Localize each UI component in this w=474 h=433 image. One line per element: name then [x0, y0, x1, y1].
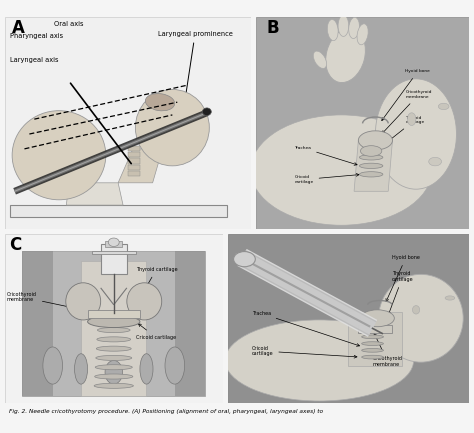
Ellipse shape [165, 347, 185, 384]
Ellipse shape [379, 275, 463, 362]
Ellipse shape [136, 90, 210, 166]
Ellipse shape [360, 310, 394, 326]
Bar [105, 241, 122, 247]
Text: B: B [266, 19, 279, 37]
Ellipse shape [357, 24, 368, 45]
Ellipse shape [338, 15, 349, 36]
Ellipse shape [43, 347, 63, 384]
Bar [88, 310, 140, 318]
Ellipse shape [349, 17, 359, 39]
Bar [92, 251, 136, 254]
Ellipse shape [98, 327, 130, 333]
Ellipse shape [251, 115, 432, 225]
Ellipse shape [127, 283, 162, 320]
Ellipse shape [66, 283, 100, 320]
Circle shape [202, 108, 211, 116]
Ellipse shape [359, 171, 383, 177]
Text: Thyroid cartilage: Thyroid cartilage [136, 267, 177, 295]
Polygon shape [66, 183, 123, 205]
Ellipse shape [362, 335, 383, 339]
Polygon shape [118, 149, 163, 183]
Ellipse shape [12, 111, 106, 200]
Ellipse shape [412, 306, 419, 314]
Bar [175, 251, 205, 396]
Text: C: C [9, 236, 21, 253]
Bar [358, 325, 392, 333]
Text: Trachea: Trachea [294, 146, 357, 165]
Ellipse shape [140, 354, 153, 384]
Ellipse shape [375, 79, 456, 189]
Ellipse shape [95, 365, 132, 370]
Text: Cricoid
cartilage: Cricoid cartilage [294, 174, 359, 184]
Text: Cricothyroid
membrane: Cricothyroid membrane [373, 333, 402, 367]
Bar [81, 261, 146, 396]
Ellipse shape [328, 19, 338, 41]
Circle shape [108, 238, 119, 246]
Ellipse shape [105, 360, 122, 384]
Ellipse shape [362, 349, 383, 352]
Bar [348, 311, 401, 365]
Ellipse shape [74, 354, 88, 384]
Ellipse shape [96, 346, 131, 351]
Ellipse shape [359, 163, 383, 168]
Bar [100, 244, 127, 275]
Text: Thyroid
cartilage: Thyroid cartilage [388, 271, 413, 315]
Ellipse shape [97, 337, 131, 342]
Ellipse shape [362, 342, 383, 346]
Ellipse shape [146, 94, 175, 111]
Text: Cricoid cartilage: Cricoid cartilage [136, 324, 176, 339]
Bar [22, 251, 53, 396]
Bar [9, 205, 227, 217]
Bar [128, 171, 140, 177]
Text: Oral axis: Oral axis [54, 21, 83, 27]
Text: Hyoid bone: Hyoid bone [386, 255, 420, 301]
Text: Cricothyroid
membrane: Cricothyroid membrane [382, 90, 432, 133]
Bar [128, 152, 140, 157]
Ellipse shape [359, 155, 383, 160]
Ellipse shape [358, 131, 392, 150]
Bar [128, 165, 140, 170]
Text: Cricoid
cartilage: Cricoid cartilage [252, 346, 357, 358]
Ellipse shape [95, 374, 133, 379]
Text: A: A [12, 19, 25, 37]
Ellipse shape [428, 157, 441, 166]
Ellipse shape [445, 296, 455, 300]
Ellipse shape [362, 355, 383, 359]
Ellipse shape [88, 316, 140, 327]
Text: Pharyngeal axis: Pharyngeal axis [9, 33, 63, 39]
Text: Laryngeal axis: Laryngeal axis [9, 57, 58, 63]
Text: Cricothyroid
membrane: Cricothyroid membrane [7, 291, 100, 314]
Ellipse shape [96, 355, 132, 360]
Text: Thyroid
cartilage: Thyroid cartilage [387, 116, 425, 142]
Ellipse shape [225, 320, 414, 401]
Ellipse shape [407, 113, 416, 126]
Bar [128, 158, 140, 164]
Text: Laryngeal prominence: Laryngeal prominence [157, 32, 232, 98]
Ellipse shape [438, 103, 449, 110]
Bar [128, 145, 140, 151]
Ellipse shape [94, 383, 133, 388]
Text: Hyoid bone: Hyoid bone [382, 69, 430, 120]
Text: Trachea: Trachea [252, 311, 359, 346]
Text: Fig. 2. Needle cricothyrotomy procedure. (A) Positioning (alignment of oral, pha: Fig. 2. Needle cricothyrotomy procedure.… [9, 409, 324, 414]
Circle shape [234, 252, 255, 267]
Bar [22, 251, 205, 396]
Ellipse shape [326, 29, 365, 83]
Polygon shape [354, 140, 392, 191]
Ellipse shape [360, 145, 382, 156]
Ellipse shape [313, 51, 327, 68]
